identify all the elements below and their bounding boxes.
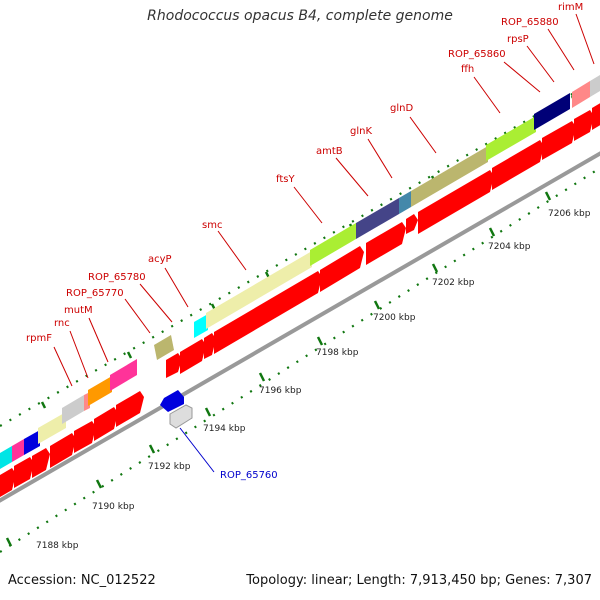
cds-arrow [406,214,418,234]
gene-label-rpmF: rpmF [26,333,52,344]
gene-label-acyP: acyP [148,254,172,265]
cds-arrow [366,222,406,265]
cds-arrow [204,333,216,359]
ruler-label: 7204 kbp [488,242,531,252]
cds-arrow [94,407,118,441]
cds-arrow [542,121,576,160]
ruler-label: 7190 kbp [92,502,135,512]
gene-block [62,395,84,424]
cds-arrow [0,468,16,498]
gene-label-amtB: amtB [316,146,343,157]
gene-label-ftsY: ftsY [276,174,295,185]
ruler-label: 7194 kbp [203,424,246,434]
cds-arrow [166,353,182,378]
ruler-label: 7196 kbp [259,386,302,396]
gene-block [356,198,399,239]
gene-block [590,75,600,97]
cds-arrow [74,421,96,453]
gene-label-ROP_65880: ROP_65880 [501,17,559,28]
gene-labels: rpmF rnc mutM ROP_65770 ROP_65780 acyP s… [26,2,583,344]
gene-label-smc: smc [202,220,222,231]
gene-blocks [0,75,600,470]
gene-label-mutM: mutM [64,305,93,316]
gene-label-ROP_65860: ROP_65860 [448,49,506,60]
forward-dot-track [0,77,600,427]
reverse-gene-blue [160,390,184,412]
gene-block [399,191,411,214]
cds-arrow [592,103,600,130]
gene-block [0,446,12,470]
gene-block [534,93,570,130]
ruler-ticks [5,191,552,547]
gene-label-ROP_65770: ROP_65770 [66,288,124,299]
gene-block [572,81,590,108]
gene-block [88,376,112,406]
map-title: Rhodococcus opacus B4, complete genome [147,8,453,24]
genome-stats-text: Topology: linear; Length: 7,913,450 bp; … [246,573,592,588]
cds-arrows [0,103,600,498]
ruler-labels: 7188 kbp 7190 kbp 7192 kbp 7194 kbp 7196… [36,209,591,551]
gene-label-rnc: rnc [54,318,70,329]
cds-arrow [180,339,206,374]
gene-label-ffh: ffh [461,64,474,75]
gene-block [194,314,208,338]
gene-label-ROP_65780: ROP_65780 [88,272,146,283]
accession-text: Accession: NC_012522 [8,573,156,588]
cds-arrow [214,271,322,354]
gene-label-ROP_65760: ROP_65760 [220,470,278,481]
ruler-label: 7192 kbp [148,462,191,472]
gene-block [486,116,536,161]
ruler-label: 7198 kbp [316,348,359,358]
gene-block [24,430,40,455]
ruler-label: 7206 kbp [548,209,591,219]
gene-label-glnK: glnK [350,126,372,137]
gene-label-glnD: glnD [390,103,413,114]
gene-block [411,146,488,207]
ruler-label: 7188 kbp [36,541,79,551]
gene-label-rpsP: rpsP [507,34,529,45]
cds-arrow [116,391,144,427]
cds-arrow [492,140,544,190]
label-leader-reverse [179,427,215,473]
gene-block [154,335,174,360]
cds-arrow [574,110,594,141]
cds-arrow [320,246,364,292]
cds-arrow [418,170,494,234]
gene-block [12,439,24,462]
gene-block [38,412,66,444]
cds-arrow [50,433,76,468]
ruler-label: 7202 kbp [432,278,475,288]
gene-block [206,251,312,329]
gene-label-rimM: rimM [558,2,583,13]
label-leaders [53,13,595,387]
cds-arrow [32,448,50,478]
gene-block [110,359,137,391]
gene-block [310,223,356,266]
ruler-label: 7200 kbp [373,313,416,323]
cds-arrow [14,457,34,488]
reverse-gene-gray [169,404,193,429]
ruler-dot-track [0,167,600,553]
genome-backbone [0,151,600,503]
